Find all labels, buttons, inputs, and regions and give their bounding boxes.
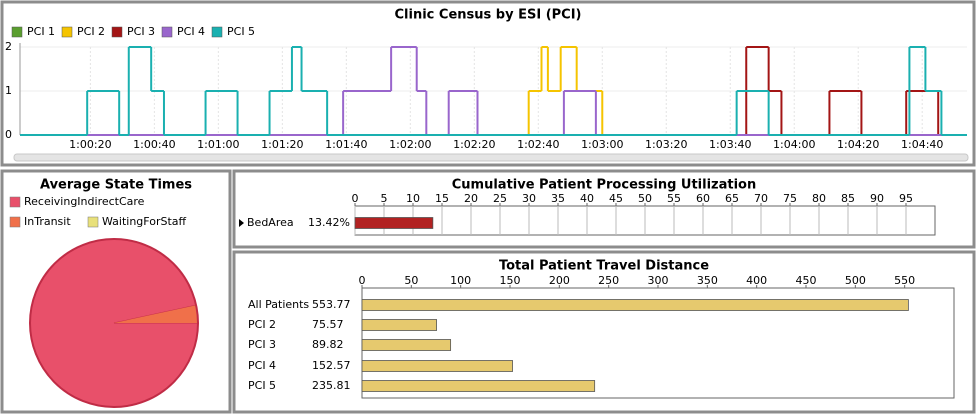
value-label: 13.42%: [308, 216, 350, 229]
category-label: PCI 3: [248, 338, 276, 351]
bar: [361, 339, 452, 351]
chart-title: Clinic Census by ESI (PCI): [395, 8, 582, 23]
legend-swatch: [61, 26, 73, 38]
x-tick-label: 100: [450, 274, 471, 287]
x-tick-label: 1:00:40: [133, 138, 175, 151]
legend-swatch: [87, 216, 99, 228]
legend-swatch: [211, 26, 223, 38]
x-tick-label: 90: [870, 192, 884, 205]
x-tick-label: 1:02:40: [517, 138, 559, 151]
legend-label: PCI 4: [177, 25, 205, 38]
x-tick-label: 95: [899, 192, 913, 205]
value-label: 553.77: [312, 298, 351, 311]
x-tick-label: 1:04:20: [837, 138, 879, 151]
x-tick-label: 70: [754, 192, 768, 205]
category-label: BedArea: [247, 216, 294, 229]
x-tick-label: 1:01:00: [197, 138, 239, 151]
legend-label: InTransit: [24, 215, 71, 228]
x-tick-label: 15: [435, 192, 449, 205]
x-tick-label: 30: [522, 192, 536, 205]
legend-label: ReceivingIndirectCare: [24, 195, 145, 208]
bar: [361, 360, 513, 372]
category-label: PCI 5: [248, 379, 276, 392]
value-label: 75.57: [312, 318, 344, 331]
bar: [354, 217, 434, 229]
category-label: All Patients: [248, 298, 309, 311]
scrollbar[interactable]: [13, 153, 969, 162]
x-tick-label: 500: [845, 274, 866, 287]
chart-title: Cumulative Patient Processing Utilizatio…: [452, 178, 757, 193]
chart-title: Average State Times: [40, 178, 192, 193]
x-tick-label: 1:03:20: [645, 138, 687, 151]
x-tick-label: 550: [894, 274, 915, 287]
x-tick-label: 80: [812, 192, 826, 205]
category-label: PCI 2: [248, 318, 276, 331]
legend-label: PCI 1: [27, 25, 55, 38]
y-tick-label: 2: [5, 40, 12, 53]
x-tick-label: 1:04:40: [901, 138, 943, 151]
x-tick-label: 20: [464, 192, 478, 205]
x-tick-label: 1:01:40: [325, 138, 367, 151]
row-marker: [239, 219, 244, 227]
x-tick-label: 35: [551, 192, 565, 205]
category-label: PCI 4: [248, 359, 276, 372]
x-tick-label: 1:02:20: [453, 138, 495, 151]
x-tick-label: 50: [638, 192, 652, 205]
x-tick-label: 85: [841, 192, 855, 205]
value-label: 89.82: [312, 338, 344, 351]
value-label: 235.81: [312, 379, 351, 392]
x-tick-label: 350: [697, 274, 718, 287]
x-tick-label: 50: [404, 274, 418, 287]
value-label: 152.57: [312, 359, 351, 372]
x-tick-label: 45: [609, 192, 623, 205]
x-tick-label: 200: [549, 274, 570, 287]
x-tick-label: 55: [667, 192, 681, 205]
x-tick-label: 1:03:40: [709, 138, 751, 151]
x-tick-label: 1:02:00: [389, 138, 431, 151]
x-tick-label: 400: [746, 274, 767, 287]
legend-label: PCI 2: [77, 25, 105, 38]
chart-title: Total Patient Travel Distance: [499, 259, 709, 274]
x-tick-label: 300: [648, 274, 669, 287]
x-tick-label: 1:03:00: [581, 138, 623, 151]
x-tick-label: 10: [406, 192, 420, 205]
x-tick-label: 1:01:20: [261, 138, 303, 151]
legend-swatch: [9, 216, 21, 228]
x-tick-label: 0: [359, 274, 366, 287]
legend-label: WaitingForStaff: [102, 215, 187, 228]
pie-slice: [114, 305, 198, 323]
x-tick-label: 25: [493, 192, 507, 205]
legend-swatch: [111, 26, 123, 38]
y-tick-label: 1: [5, 84, 12, 97]
bar: [361, 380, 596, 392]
x-tick-label: 75: [783, 192, 797, 205]
bar: [361, 319, 437, 331]
x-tick-label: 1:04:00: [773, 138, 815, 151]
legend-label: PCI 3: [127, 25, 155, 38]
x-tick-label: 5: [381, 192, 388, 205]
x-tick-label: 1:00:20: [69, 138, 111, 151]
pie-rim: [29, 238, 199, 408]
bar: [361, 299, 909, 311]
x-tick-label: 40: [580, 192, 594, 205]
legend-swatch: [161, 26, 173, 38]
legend-swatch: [11, 26, 23, 38]
y-tick-label: 0: [5, 128, 12, 141]
legend-swatch: [9, 196, 21, 208]
x-tick-label: 250: [598, 274, 619, 287]
x-tick-label: 450: [796, 274, 817, 287]
x-tick-label: 60: [696, 192, 710, 205]
x-tick-label: 65: [725, 192, 739, 205]
x-tick-label: 150: [500, 274, 521, 287]
x-tick-label: 0: [352, 192, 359, 205]
legend-label: PCI 5: [227, 25, 255, 38]
